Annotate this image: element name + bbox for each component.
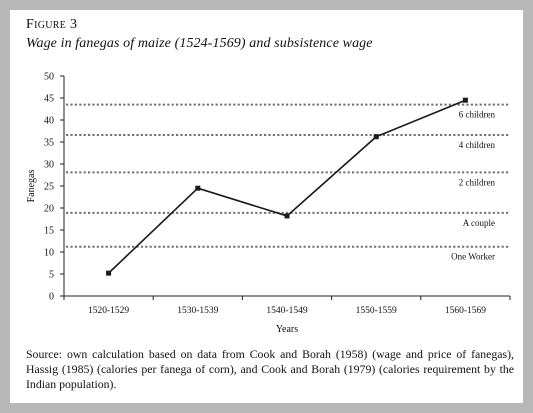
- figure-title: Wage in fanegas of maize (1524-1569) and…: [26, 36, 373, 51]
- series: [106, 97, 468, 276]
- y-tick-label: 30: [44, 160, 54, 171]
- x-tick-label: 1540-1549: [266, 306, 307, 316]
- y-tick-label: 15: [44, 226, 54, 237]
- x-tick-label: 1530-1539: [177, 306, 218, 316]
- reference-lines: One Worker A couple 2 children 4 children 6 …: [66, 103, 510, 262]
- x-axis-label: Years: [276, 324, 298, 335]
- y-tick-label: 5: [49, 270, 54, 281]
- data-point: [284, 213, 290, 219]
- x-tick-label: 1550-1559: [356, 306, 397, 316]
- y-tick-label: 50: [44, 72, 54, 83]
- x-tick-label: 1520-1529: [88, 306, 129, 316]
- figure-label: Figure 3: [26, 17, 78, 32]
- y-axis-label: Fanegas: [26, 170, 37, 203]
- y-tick-label: 40: [44, 116, 54, 127]
- y-tick-label: 35: [44, 138, 54, 149]
- data-point: [373, 134, 379, 140]
- source-note: Source: own calculation based on data fr…: [26, 347, 514, 391]
- reference-line-label: One Worker: [451, 252, 495, 262]
- y-tick-label: 20: [44, 204, 54, 215]
- reference-line-label: 2 children: [459, 177, 496, 187]
- reference-line-label: 4 children: [459, 140, 496, 150]
- y-tick-label: 25: [44, 182, 54, 193]
- y-tick-label: 45: [44, 94, 54, 105]
- y-tick-label: 0: [49, 292, 54, 303]
- data-point: [462, 97, 468, 103]
- reference-line-label: A couple: [463, 218, 495, 228]
- axes: 0 5 10 15 20 25 30 35 40 45 50 1520-1529 1530-1539 15…: [44, 72, 511, 316]
- y-tick-label: 10: [44, 248, 54, 259]
- data-point: [106, 270, 112, 276]
- x-tick-label: 1560-1569: [445, 306, 486, 316]
- data-point: [195, 185, 201, 191]
- reference-line-label: 6 children: [459, 110, 496, 120]
